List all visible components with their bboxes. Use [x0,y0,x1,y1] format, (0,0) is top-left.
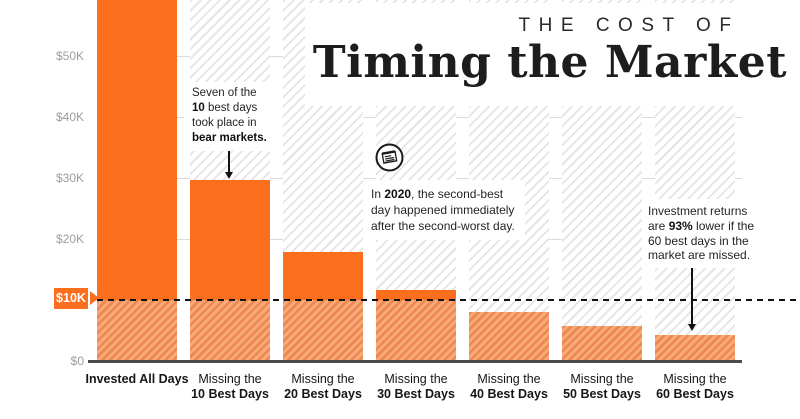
x-label-2: Missing the 20 Best Days [268,372,378,401]
x-label-line1: Invested All Days [85,372,189,386]
title-background [305,3,800,106]
annotation-bear-markets: Seven of the 10 best days took place in … [184,82,282,151]
bar-hatched-3 [376,300,456,361]
x-label-line1: Missing the [291,372,355,386]
x-label-3: Missing the 30 Best Days [361,372,471,401]
annotation-line: In 2020, the second-best [371,187,504,201]
annotation-line: are 93% lower if the [648,218,755,233]
x-label-line2: 20 Best Days [284,386,362,401]
page-title: Timing the Market [312,37,788,88]
annotation-line: 10 best days [192,102,258,114]
annotation-returns: Investment returns are 93% lower if the … [642,199,756,269]
bar-column-1 [190,0,270,361]
bar-column-0 [97,0,177,361]
x-label-line1: Missing the [384,372,448,386]
x-label-6: Missing the 60 Best Days [640,372,750,401]
y-tick-$0: $0 [70,354,84,368]
title-kicker: THE COST OF [518,15,740,36]
y-tick-$30K: $30K [55,171,84,185]
arrow-down-icon [687,324,696,331]
arrow-down-icon [224,172,233,179]
x-label-line1: Missing the [477,372,541,386]
threshold-dashed-line [97,299,800,301]
badge-arrow-right-icon [90,291,99,305]
x-label-line2: 40 Best Days [470,386,548,401]
annotation-line: bear markets. [192,132,267,144]
bar-solid-2 [283,252,363,300]
x-label-0: Invested All Days [82,372,192,387]
x-label-1: Missing the 10 Best Days [175,372,285,401]
x-label-line1: Missing the [198,372,262,386]
x-label-line2: 10 Best Days [191,386,269,401]
x-label-line2: 30 Best Days [377,386,455,401]
annotation-line: market are missed. [648,248,751,263]
bar-hatched-4 [469,312,549,361]
annotation-line: Seven of the [192,87,257,99]
x-axis-line [88,360,742,363]
x-label-4: Missing the 40 Best Days [454,372,564,401]
x-label-line2: 50 Best Days [563,386,641,401]
annotation-line: 60 best days in the [648,233,749,248]
bar-solid-1 [190,180,270,300]
annotation-line: Investment returns [648,204,748,218]
x-label-5: Missing the 50 Best Days [547,372,657,401]
annotation-line: after the second-worst day. [371,219,515,233]
bar-solid-3 [376,290,456,300]
x-label-line1: Missing the [570,372,634,386]
annotation-line: day happened immediately [371,203,515,217]
newspaper-icon [374,142,405,178]
annotation-arrow-down [691,268,693,325]
y-tick-$40K: $40K [55,110,84,124]
bar-hatched-6 [655,335,735,361]
bar-hatched-2 [283,300,363,361]
bar-hatched-0 [97,300,177,361]
annotation-2020: In 2020, the second-best day happened im… [363,180,525,240]
annotation-arrow-down [228,151,230,173]
y-tick-$20K: $20K [55,232,84,246]
y-axis-badge-10k: $10K [54,288,88,309]
bar-solid-0 [97,0,177,300]
bar-hatched-5 [562,326,642,361]
bar-hatched-1 [190,300,270,361]
x-label-line1: Missing the [663,372,727,386]
y-tick-$50K: $50K [55,49,84,63]
x-label-line2: 60 Best Days [656,386,734,401]
annotation-line: took place in [192,117,257,129]
